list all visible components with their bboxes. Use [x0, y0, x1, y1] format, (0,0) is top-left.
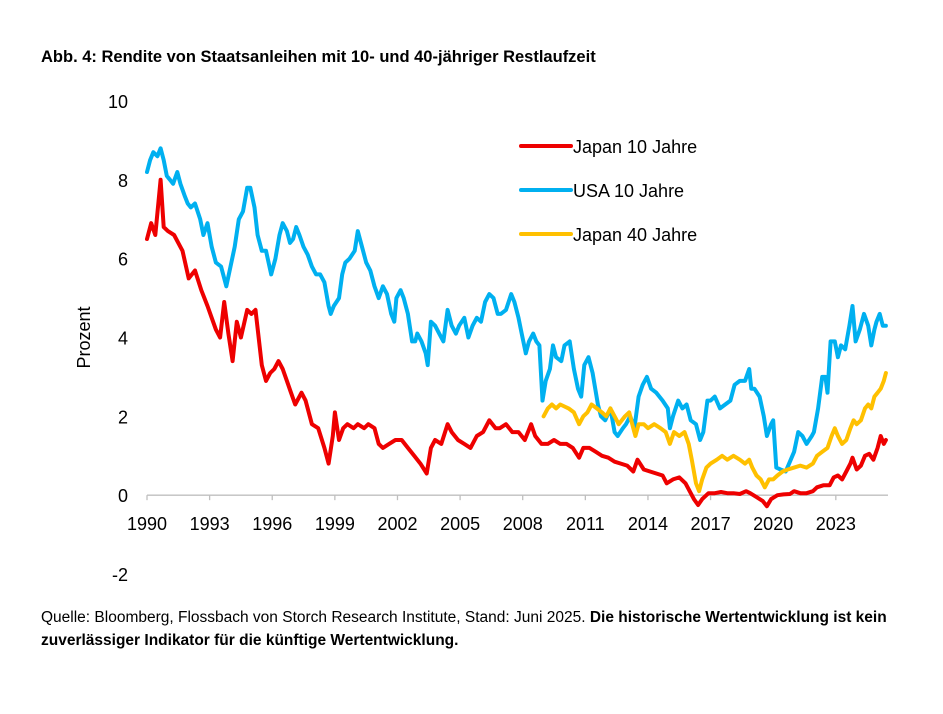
legend: Japan 10 Jahre USA 10 Jahre Japan 40 Jahre	[519, 137, 697, 245]
x-tick-label: 2002	[377, 514, 417, 534]
series-line-usa-10-jahre	[145, 146, 888, 474]
x-tick-label: 2011	[566, 514, 605, 534]
y-axis-label: Prozent	[74, 306, 94, 368]
x-tick-label: 2020	[753, 514, 793, 534]
x-tick-label: 2005	[440, 514, 480, 534]
y-tick-label: 0	[118, 486, 128, 506]
y-tick-label: 10	[108, 92, 128, 112]
chart-title: Abb. 4: Rendite von Staatsanleihen mit 1…	[41, 48, 596, 66]
x-tick-label: 2017	[691, 514, 731, 534]
legend-label: USA 10 Jahre	[573, 181, 684, 201]
line-chart: -2 0 2 4 6 8 10 1990 1993 1996 1999 2002 2005 2008 20…	[74, 92, 888, 585]
source-text: Quelle: Bloomberg, Flossbach von Storch …	[41, 609, 590, 626]
x-tick-label: 2023	[816, 514, 856, 534]
x-tick-label: 1996	[252, 514, 292, 534]
legend-label: Japan 40 Jahre	[573, 225, 697, 245]
y-tick-label: 2	[118, 407, 128, 427]
series-line-japan-40-jahre	[541, 371, 888, 494]
x-tick-label: 1999	[315, 514, 355, 534]
source-note: Quelle: Bloomberg, Flossbach von Storch …	[41, 606, 921, 652]
series-line-japan-10-jahre	[145, 177, 888, 509]
x-tick-label: 2008	[503, 514, 543, 534]
x-tick-label: 2014	[628, 514, 668, 534]
disclaimer-text: Die historische Wertentwicklung ist kein…	[41, 609, 887, 649]
x-tick-label: 1993	[190, 514, 230, 534]
x-tick-label: 1990	[127, 514, 167, 534]
legend-label: Japan 10 Jahre	[573, 137, 697, 157]
y-tick-label: -2	[112, 565, 128, 585]
y-tick-label: 6	[118, 250, 128, 270]
y-tick-label: 8	[118, 171, 128, 191]
y-tick-label: 4	[118, 329, 128, 349]
